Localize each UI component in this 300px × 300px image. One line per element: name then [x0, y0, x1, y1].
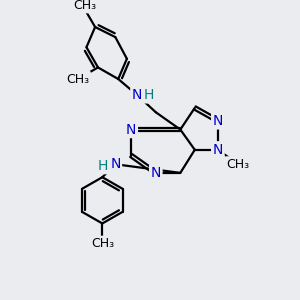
- Text: N: N: [110, 157, 121, 171]
- Text: N: N: [126, 123, 136, 136]
- Text: N: N: [132, 88, 142, 102]
- Text: H: H: [143, 88, 154, 102]
- Text: N: N: [213, 143, 223, 157]
- Text: CH₃: CH₃: [66, 73, 89, 85]
- Text: N: N: [213, 114, 223, 128]
- Text: N: N: [151, 166, 161, 180]
- Text: CH₃: CH₃: [226, 158, 250, 171]
- Text: CH₃: CH₃: [74, 0, 97, 12]
- Text: CH₃: CH₃: [91, 237, 114, 250]
- Text: H: H: [98, 159, 108, 173]
